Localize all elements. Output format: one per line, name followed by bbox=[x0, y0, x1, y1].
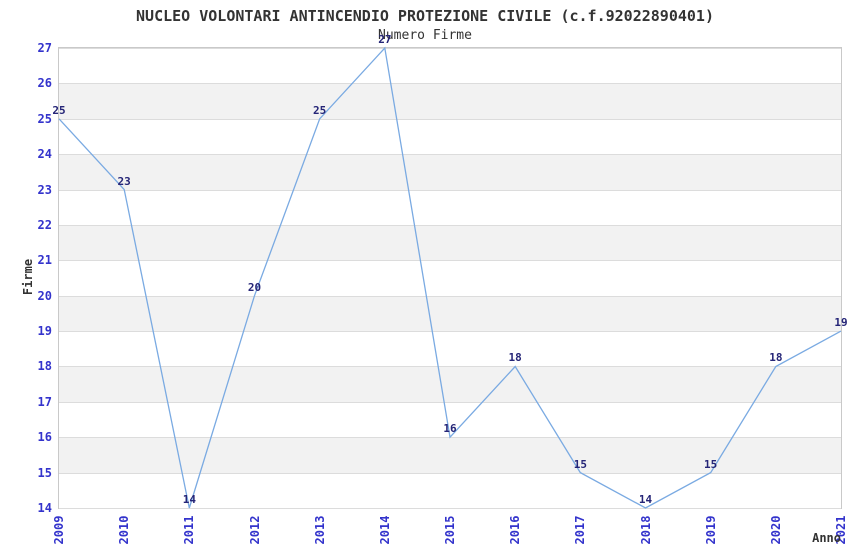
gridline bbox=[59, 402, 841, 403]
point-value-label: 14 bbox=[182, 493, 196, 506]
gridline bbox=[59, 296, 841, 297]
point-value-label: 15 bbox=[704, 457, 718, 471]
x-tick-label: 2014 bbox=[377, 515, 392, 545]
y-tick-label: 18 bbox=[37, 359, 52, 374]
y-tick-label: 15 bbox=[37, 465, 52, 480]
plot-band-row bbox=[59, 83, 841, 119]
y-tick-label: 26 bbox=[37, 76, 52, 91]
gridline bbox=[59, 119, 841, 120]
plot-band-row bbox=[59, 437, 841, 473]
point-value-label: 20 bbox=[247, 280, 262, 294]
line-series-path bbox=[58, 46, 842, 509]
x-axis-title: Anno bbox=[812, 531, 841, 545]
point-value-label: 18 bbox=[769, 351, 783, 365]
plot-band-row bbox=[59, 366, 841, 402]
gridline bbox=[59, 154, 841, 155]
x-tick-label: 2016 bbox=[508, 515, 523, 545]
x-tick-label: 2019 bbox=[703, 515, 718, 545]
point-value-label: 25 bbox=[313, 103, 327, 117]
plot-band-row bbox=[59, 224, 841, 261]
y-tick-label: 22 bbox=[37, 217, 52, 232]
gridline bbox=[59, 260, 841, 261]
point-value-label: 18 bbox=[508, 351, 522, 365]
y-tick-label: 16 bbox=[37, 430, 52, 445]
y-tick-label: 24 bbox=[37, 147, 52, 162]
y-tick-label: 25 bbox=[37, 111, 52, 126]
gridline bbox=[59, 48, 841, 49]
gridline bbox=[59, 190, 841, 191]
point-value-label: 16 bbox=[443, 422, 457, 436]
point-value-label: 19 bbox=[834, 316, 848, 330]
x-tick-label: 2018 bbox=[638, 515, 653, 545]
point-value-label: 15 bbox=[573, 457, 587, 471]
plot-band-row bbox=[59, 295, 841, 332]
gridline bbox=[59, 366, 841, 367]
y-tick-label: 23 bbox=[37, 182, 52, 197]
x-tick-label: 2010 bbox=[117, 515, 132, 545]
gridline bbox=[59, 225, 841, 226]
y-tick-label: 14 bbox=[37, 501, 52, 515]
x-tick-label: 2015 bbox=[443, 515, 457, 545]
y-tick-label: 27 bbox=[37, 41, 52, 55]
line-series bbox=[58, 46, 842, 509]
gridline bbox=[59, 83, 841, 84]
chart-title: NUCLEO VOLONTARI ANTINCENDIO PROTEZIONE … bbox=[136, 7, 714, 25]
y-tick-label: 21 bbox=[37, 253, 52, 268]
x-tick-label: 2017 bbox=[573, 515, 588, 545]
x-tick-label: 2011 bbox=[182, 515, 197, 545]
y-tick-label: 20 bbox=[37, 288, 52, 303]
point-value-label: 27 bbox=[378, 33, 392, 46]
plot-band-row bbox=[59, 154, 841, 190]
point-value-label: 25 bbox=[52, 103, 66, 117]
gridline bbox=[59, 473, 841, 474]
y-tick-label: 17 bbox=[37, 394, 52, 409]
x-tick-label: 2012 bbox=[247, 515, 262, 545]
x-tick-label: 2009 bbox=[52, 515, 66, 545]
plot-area bbox=[58, 46, 842, 509]
gridline bbox=[59, 508, 841, 509]
point-value-label: 23 bbox=[117, 174, 131, 188]
point-value-label: 14 bbox=[638, 493, 653, 506]
y-tick-label: 19 bbox=[37, 324, 52, 339]
x-tick-label: 2013 bbox=[312, 515, 327, 545]
chart-subtitle: Numero Firme bbox=[378, 28, 472, 43]
gridline bbox=[59, 331, 841, 332]
